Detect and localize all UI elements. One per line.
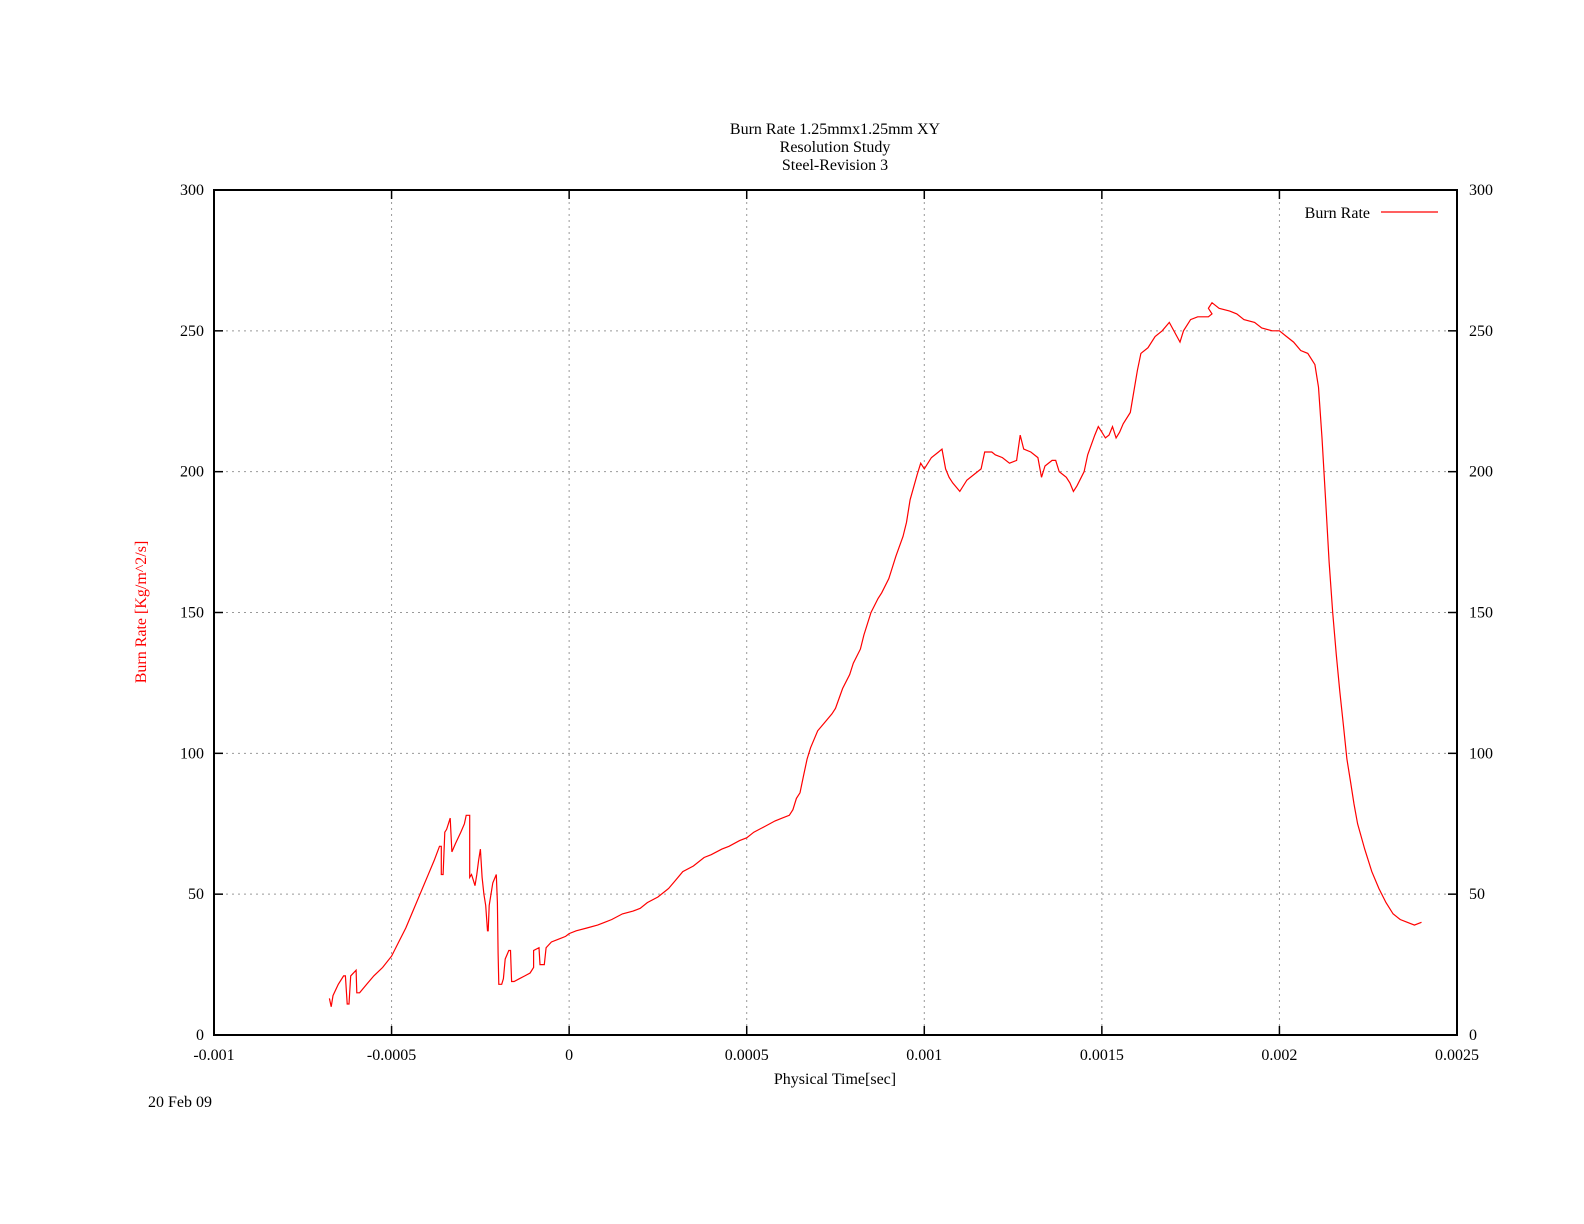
y-tick-label: 100 — [180, 745, 204, 762]
x-axis-label: Physical Time[sec] — [774, 1071, 896, 1088]
y2-tick-labels: 0 50 100 150 200 250 300 — [1469, 182, 1493, 1044]
x-tick-label: 0.001 — [906, 1047, 942, 1064]
title-line-1: Burn Rate 1.25mmx1.25mm XY — [730, 121, 941, 138]
title-line-3: Steel-Revision 3 — [782, 157, 888, 174]
chart-title: Burn Rate 1.25mmx1.25mm XY Resolution St… — [730, 121, 941, 174]
y-tick-label: 150 — [180, 605, 204, 622]
plot-frame — [213, 189, 1458, 1036]
y-tick-labels: 0 50 100 150 200 250 300 — [180, 182, 204, 1044]
x-tick-label: 0.002 — [1261, 1047, 1297, 1064]
y-tick-label: 200 — [180, 464, 204, 481]
footer-date: 20 Feb 09 — [148, 1094, 212, 1111]
y-tick-label: 50 — [188, 886, 204, 903]
y-tick-label: 300 — [180, 182, 204, 199]
y2-tick-label: 50 — [1469, 886, 1485, 903]
y-tick-label: 250 — [180, 323, 204, 340]
x-tick-labels: -0.001 -0.0005 0 0.0005 0.001 0.0015 0.002 0.00… — [193, 1047, 1479, 1064]
x-tick-label: -0.0005 — [367, 1047, 416, 1064]
y2-tick-label: 200 — [1469, 464, 1493, 481]
y-tick-label: 0 — [196, 1027, 204, 1044]
x-tick-label: 0.0015 — [1080, 1047, 1124, 1064]
y-axis-label: Burn Rate [Kg/m^2/s] — [133, 541, 150, 684]
y2-tick-label: 150 — [1469, 605, 1493, 622]
y2-tick-label: 250 — [1469, 323, 1493, 340]
legend-label: Burn Rate — [1305, 205, 1370, 222]
x-tick-label: 0.0005 — [725, 1047, 769, 1064]
legend: Burn Rate — [1305, 205, 1438, 222]
x-tick-label: -0.001 — [193, 1047, 234, 1064]
x-tick-label: 0 — [565, 1047, 573, 1064]
y2-tick-label: 300 — [1469, 182, 1493, 199]
x-tick-label: 0.0025 — [1435, 1047, 1479, 1064]
y2-tick-label: 100 — [1469, 745, 1493, 762]
title-line-2: Resolution Study — [780, 139, 891, 156]
burn-rate-series-line — [328, 301, 1422, 1007]
y2-tick-label: 0 — [1469, 1027, 1477, 1044]
grid-lines — [214, 190, 1457, 1035]
